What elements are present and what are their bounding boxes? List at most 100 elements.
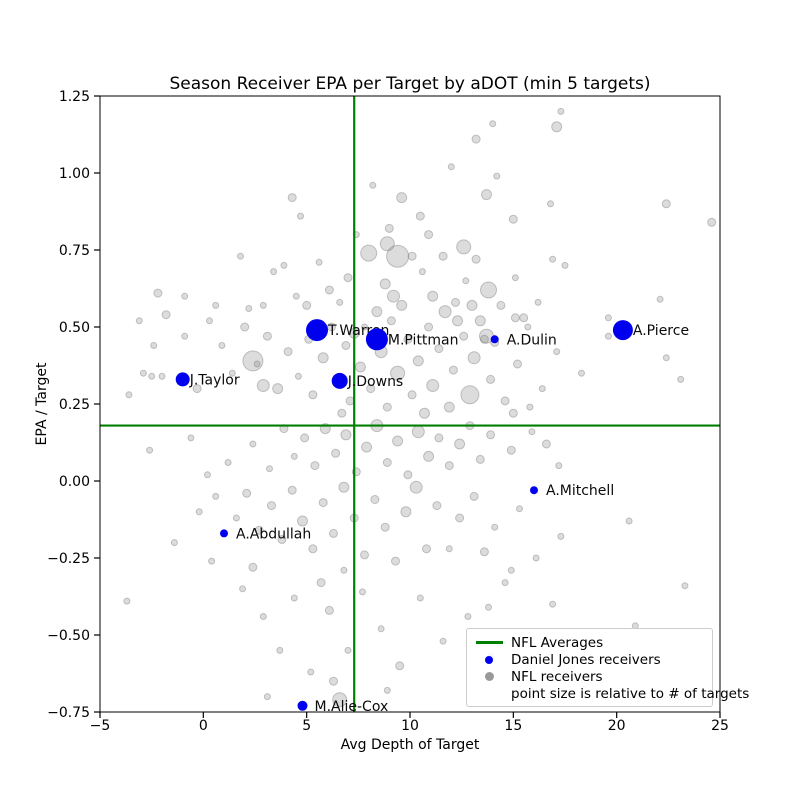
- nfl-receiver-point: [307, 668, 315, 676]
- y-tick-label: −0.50: [47, 628, 90, 644]
- nfl-receiver-point: [438, 305, 452, 319]
- jones-receiver-point: [175, 372, 190, 387]
- nfl-receiver-point: [382, 458, 392, 467]
- receiver-label: M.Alie-Cox: [315, 699, 389, 715]
- nfl-receiver-point: [526, 403, 534, 411]
- nfl-receivers-scatter-layer: [123, 107, 717, 708]
- nfl-receiver-point: [662, 354, 670, 362]
- nfl-receiver-point: [479, 334, 489, 344]
- legend-gray-dot-icon: [473, 672, 505, 681]
- nfl-receiver-point: [513, 359, 522, 369]
- nfl-receiver-point: [407, 251, 417, 261]
- nfl-receiver-point: [474, 315, 486, 327]
- nfl-receiver-point: [424, 322, 434, 332]
- nfl-receiver-point: [336, 298, 344, 306]
- y-tick-label: 0.25: [59, 397, 90, 413]
- nfl-receiver-point: [370, 495, 380, 504]
- nfl-receiver-point: [419, 407, 430, 419]
- nfl-receiver-point: [387, 289, 400, 303]
- axes-frame: [99, 95, 721, 713]
- nfl-receiver-point: [471, 254, 481, 264]
- nfl-receiver-point: [443, 401, 455, 413]
- nfl-receiver-point: [340, 566, 348, 574]
- nfl-receiver-point: [237, 252, 244, 260]
- jones-receiver-point: [490, 335, 499, 344]
- nfl-receiver-point: [228, 369, 236, 377]
- nfl-receiver-point: [266, 465, 273, 473]
- jones-receiver-point: [331, 372, 348, 389]
- nfl-receiver-point: [361, 441, 373, 453]
- nfl-receiver-point: [361, 323, 368, 331]
- legend-label: NFL receivers: [511, 668, 603, 685]
- nfl-receiver-point: [204, 471, 211, 479]
- nfl-receiver-point: [267, 501, 276, 511]
- x-tick-label: 20: [608, 718, 626, 734]
- receiver-label: J.Taylor: [189, 372, 240, 388]
- nfl-receiver-point: [403, 470, 413, 480]
- nfl-receiver-point: [187, 434, 195, 442]
- nfl-receiver-point: [454, 438, 466, 450]
- nfl-receiver-point: [317, 352, 329, 364]
- nfl-receiver-point: [677, 375, 685, 383]
- nfl-receiver-point: [150, 342, 158, 349]
- x-tick-label: 25: [711, 718, 729, 734]
- nfl-receiver-point: [239, 585, 247, 593]
- nfl-receiver-point: [240, 322, 250, 332]
- nfl-receiver-point: [456, 239, 472, 255]
- nfl-receiver-point: [471, 134, 481, 144]
- nfl-receiver-point: [396, 299, 408, 311]
- nfl-receiver-point: [423, 450, 435, 462]
- jones-receiver-point: [297, 700, 308, 711]
- nfl-receiver-point: [302, 300, 312, 310]
- legend-green-line-icon: [473, 641, 505, 644]
- nfl-receiver-point: [416, 594, 424, 602]
- nfl-receiver-point: [195, 508, 203, 516]
- nfl-receiver-point: [479, 547, 489, 557]
- nfl-receiver-point: [532, 554, 540, 562]
- nfl-receiver-point: [297, 212, 304, 220]
- nfl-receiver-point: [475, 454, 485, 464]
- nfl-receiver-point: [444, 461, 454, 471]
- receiver-label: A.Mitchell: [546, 483, 614, 499]
- nfl-receiver-point: [557, 107, 565, 115]
- nfl-receiver-point: [528, 428, 536, 436]
- nfl-receiver-point: [316, 578, 326, 588]
- nfl-receiver-point: [656, 295, 664, 303]
- legend: NFL Averages Daniel Jones receivers NFL …: [466, 628, 749, 707]
- nfl-receiver-point: [369, 181, 377, 189]
- nfl-receiver-point: [506, 445, 516, 455]
- nfl-receiver-point: [161, 310, 171, 320]
- nfl-receiver-point: [578, 369, 585, 377]
- nfl-receiver-point: [382, 402, 392, 412]
- x-tick-label: −5: [90, 718, 111, 734]
- nfl-receiver-point: [283, 347, 293, 357]
- nfl-receiver-point: [500, 396, 510, 406]
- receiver-label: A.Dulin: [507, 332, 557, 348]
- nfl-receiver-point: [604, 314, 612, 322]
- nfl-receiver-point: [516, 505, 523, 513]
- nfl-receiver-point: [341, 341, 351, 350]
- nfl-receiver-point: [395, 661, 405, 671]
- y-axis: 1.25 1.00 0.75 0.50 0.25 0.00 −0.25 −0.50 −0.75: [47, 89, 100, 721]
- y-tick-label: 1.00: [59, 166, 90, 182]
- nfl-receiver-point: [359, 588, 366, 596]
- x-axis-label: Avg Depth of Target: [341, 737, 480, 753]
- nfl-receiver-point: [424, 230, 434, 240]
- nfl-receiver-point: [549, 600, 557, 608]
- nfl-receiver-point: [448, 365, 458, 375]
- nfl-receiver-point: [192, 384, 202, 394]
- nfl-receiver-point: [332, 692, 348, 708]
- jones-receiver-point: [530, 486, 538, 495]
- nfl-receiver-point: [254, 525, 264, 535]
- nfl-receiver-point: [418, 268, 426, 276]
- nfl-receiver-point: [139, 369, 147, 377]
- nfl-receiver-point: [366, 384, 376, 394]
- nfl-receiver-point: [148, 372, 156, 380]
- nfl-receiver-point: [256, 379, 270, 392]
- nfl-receiver-point: [510, 313, 520, 323]
- nfl-receiver-point: [411, 425, 425, 439]
- nfl-receiver-point: [707, 217, 717, 227]
- nfl-receiver-point: [681, 582, 689, 590]
